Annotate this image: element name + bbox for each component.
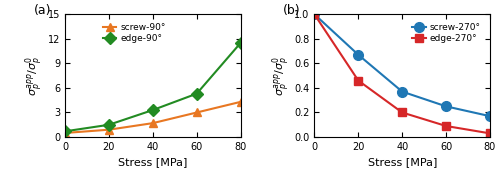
screw-90° [62, 132, 68, 134]
Y-axis label: $\sigma_p^{app}/\sigma_p^0$: $\sigma_p^{app}/\sigma_p^0$ [24, 56, 46, 96]
Line: screw-270°: screw-270° [310, 9, 495, 121]
edge-270° [312, 13, 318, 15]
screw-270° [443, 105, 449, 107]
Legend: screw-90°, edge-90°: screw-90°, edge-90° [101, 21, 168, 45]
screw-270° [399, 91, 405, 93]
edge-270° [399, 111, 405, 114]
screw-90° [238, 101, 244, 103]
Line: screw-90°: screw-90° [61, 98, 245, 137]
Line: edge-270°: edge-270° [310, 10, 494, 138]
screw-270° [312, 13, 318, 15]
Legend: screw-270°, edge-270°: screw-270°, edge-270° [410, 21, 482, 45]
edge-90° [106, 124, 112, 126]
screw-270° [487, 115, 493, 117]
Text: (b): (b) [283, 4, 300, 17]
edge-270° [487, 132, 493, 134]
screw-270° [356, 54, 362, 56]
edge-90° [238, 42, 244, 44]
Y-axis label: $\sigma_p^{app}/\sigma_p^0$: $\sigma_p^{app}/\sigma_p^0$ [270, 56, 293, 96]
Text: (a): (a) [34, 4, 51, 17]
screw-90° [150, 122, 156, 124]
edge-270° [356, 80, 362, 82]
X-axis label: Stress [MPa]: Stress [MPa] [368, 158, 437, 167]
edge-90° [150, 109, 156, 111]
screw-90° [194, 111, 200, 114]
X-axis label: Stress [MPa]: Stress [MPa] [118, 158, 188, 167]
edge-270° [443, 125, 449, 127]
screw-90° [106, 129, 112, 131]
edge-90° [194, 93, 200, 95]
Line: edge-90°: edge-90° [61, 39, 245, 135]
edge-90° [62, 130, 68, 132]
